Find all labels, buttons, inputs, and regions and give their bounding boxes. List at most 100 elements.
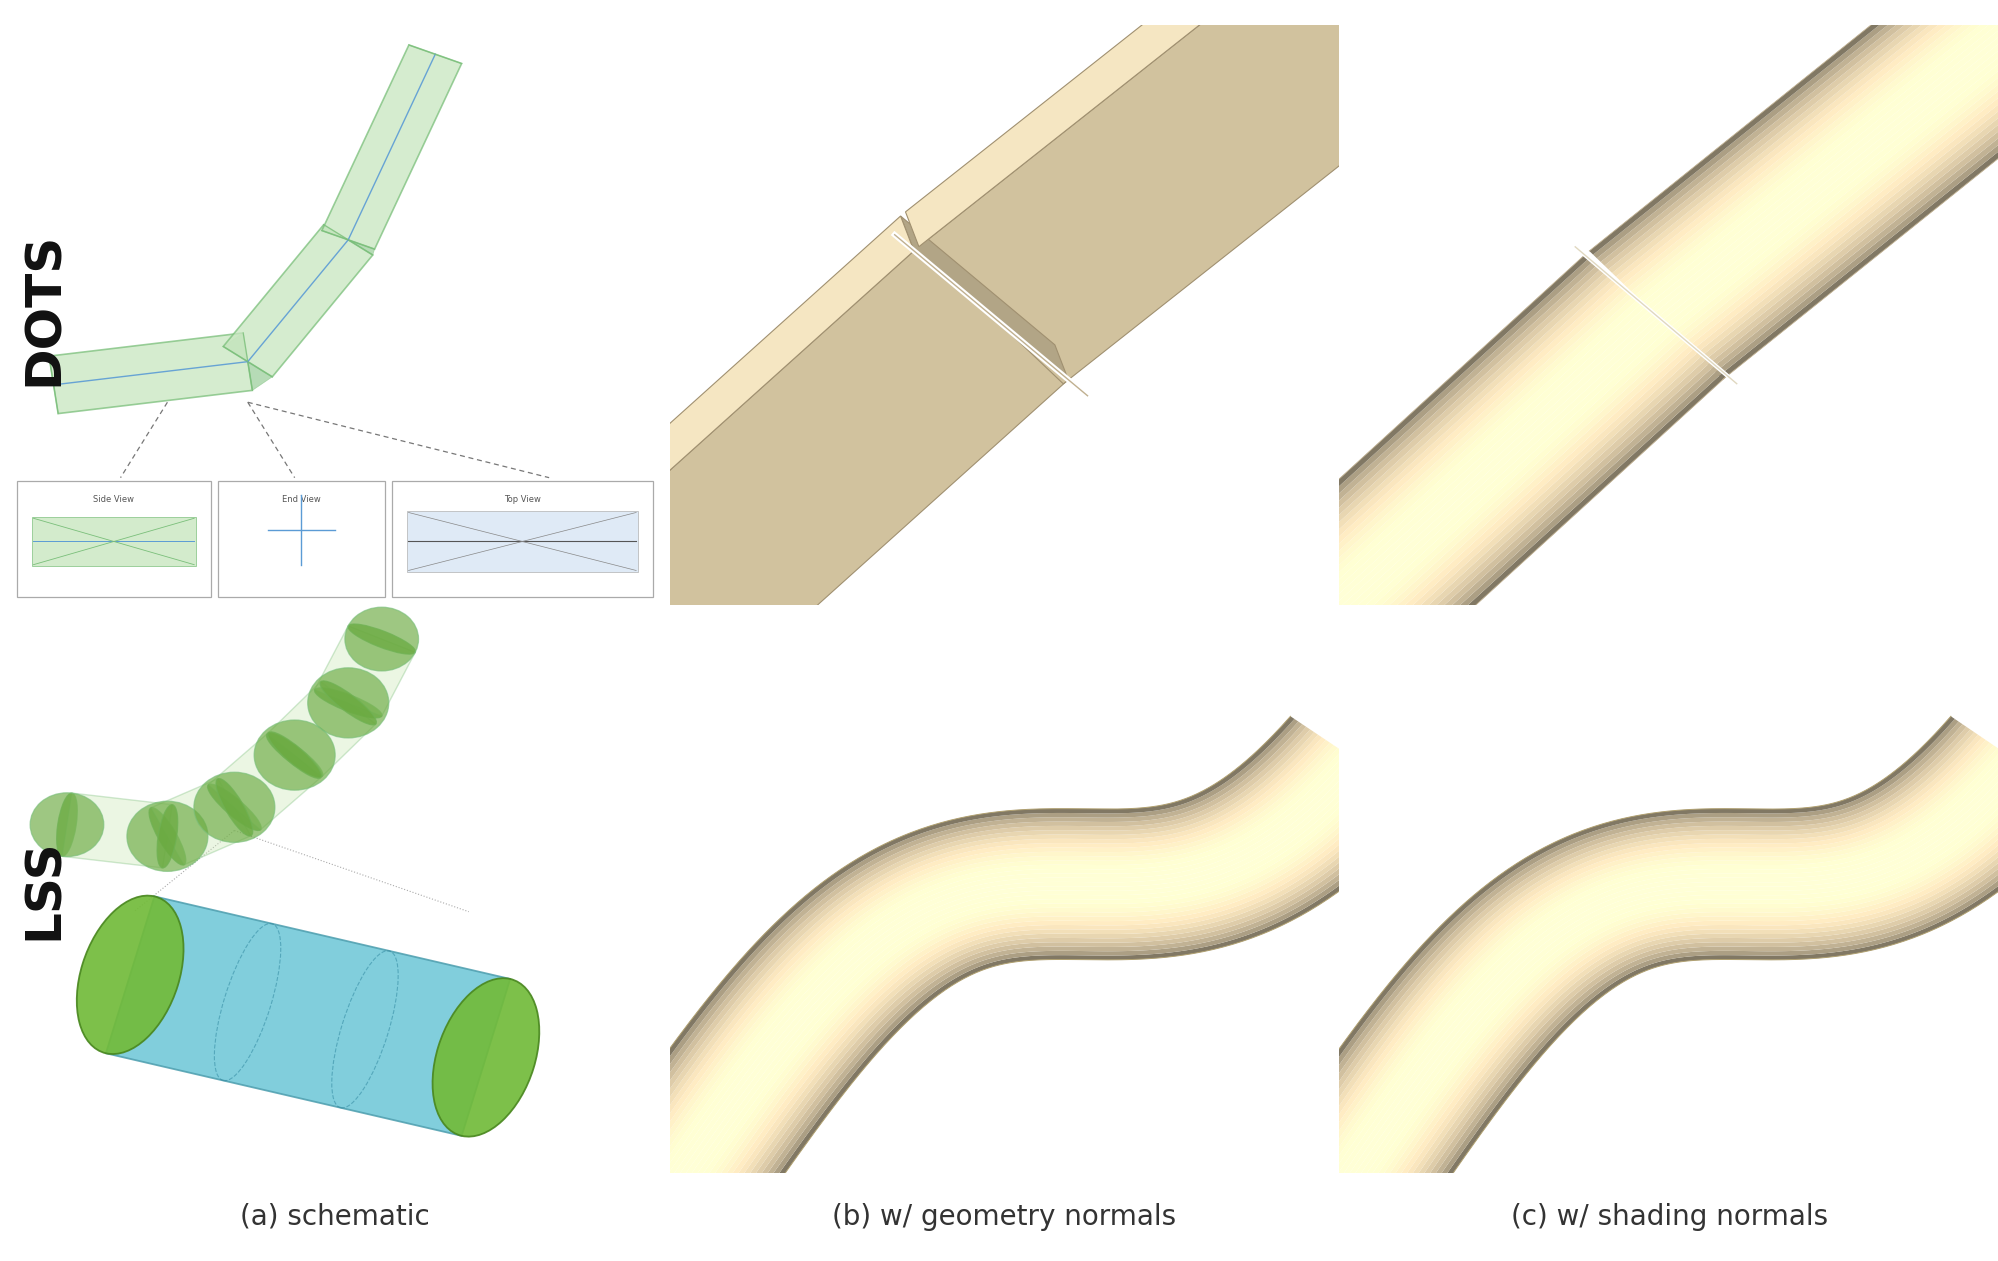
Polygon shape (1275, 289, 1628, 612)
Text: (c) w/ shading normals: (c) w/ shading normals (1510, 1203, 1826, 1231)
Polygon shape (1255, 272, 1608, 595)
Text: (a) schematic: (a) schematic (240, 1203, 430, 1231)
Polygon shape (725, 806, 1429, 1251)
Polygon shape (687, 782, 1393, 1229)
Polygon shape (1668, 26, 1998, 332)
Polygon shape (1664, 23, 1998, 328)
Polygon shape (675, 774, 1381, 1223)
Polygon shape (1299, 310, 1652, 633)
Polygon shape (1608, 0, 1988, 274)
Polygon shape (1287, 0, 1445, 82)
Polygon shape (1622, 0, 1998, 288)
Ellipse shape (150, 807, 186, 865)
Polygon shape (615, 738, 1325, 1192)
Polygon shape (591, 721, 1301, 1178)
Polygon shape (1652, 11, 1998, 317)
Polygon shape (1373, 372, 1726, 695)
Polygon shape (705, 793, 1409, 1240)
Polygon shape (1373, 793, 1998, 1240)
Polygon shape (1702, 59, 1998, 364)
Ellipse shape (76, 895, 184, 1054)
Polygon shape (1387, 801, 1998, 1246)
Polygon shape (1253, 716, 1954, 1173)
Polygon shape (1283, 735, 1980, 1189)
FancyBboxPatch shape (16, 480, 212, 596)
Polygon shape (152, 779, 250, 865)
Polygon shape (691, 784, 1397, 1232)
Text: End View: End View (282, 496, 320, 504)
Ellipse shape (126, 801, 208, 871)
Polygon shape (1291, 303, 1644, 625)
Polygon shape (1341, 344, 1694, 667)
Polygon shape (1353, 354, 1706, 677)
Ellipse shape (208, 784, 262, 831)
Polygon shape (1287, 300, 1640, 622)
FancyBboxPatch shape (408, 511, 637, 571)
Polygon shape (623, 743, 1333, 1195)
Ellipse shape (308, 668, 388, 738)
Polygon shape (1656, 15, 1998, 320)
Polygon shape (1267, 282, 1620, 605)
Ellipse shape (254, 720, 336, 791)
Ellipse shape (216, 778, 252, 836)
Polygon shape (1714, 71, 1998, 376)
Polygon shape (1361, 362, 1714, 685)
Ellipse shape (314, 687, 382, 718)
FancyBboxPatch shape (32, 517, 196, 566)
Polygon shape (559, 251, 1067, 699)
Ellipse shape (268, 731, 322, 778)
Polygon shape (1646, 5, 1998, 310)
Polygon shape (581, 716, 1295, 1173)
Polygon shape (1698, 55, 1998, 361)
Polygon shape (1271, 286, 1624, 608)
Polygon shape (50, 333, 252, 414)
Polygon shape (1610, 0, 1990, 276)
Polygon shape (1317, 324, 1670, 647)
Polygon shape (1710, 67, 1998, 372)
Polygon shape (1333, 338, 1686, 661)
Polygon shape (1265, 724, 1966, 1180)
Polygon shape (1353, 779, 1998, 1228)
Polygon shape (1299, 745, 1996, 1198)
Polygon shape (1315, 755, 1998, 1207)
Polygon shape (1395, 806, 1998, 1251)
Text: Side View: Side View (94, 496, 134, 504)
Polygon shape (1634, 0, 1998, 299)
Ellipse shape (348, 624, 416, 654)
Polygon shape (1259, 276, 1612, 598)
Polygon shape (1680, 38, 1998, 343)
Polygon shape (1630, 0, 1998, 295)
Ellipse shape (432, 979, 539, 1136)
Polygon shape (1239, 259, 1592, 581)
Polygon shape (713, 798, 1417, 1243)
Polygon shape (667, 769, 1373, 1218)
Polygon shape (1327, 764, 1998, 1214)
Polygon shape (1365, 787, 1998, 1235)
Polygon shape (603, 729, 1313, 1184)
Polygon shape (1309, 317, 1660, 639)
Polygon shape (1311, 753, 1998, 1204)
Polygon shape (641, 753, 1349, 1204)
Ellipse shape (346, 607, 418, 671)
Polygon shape (1650, 8, 1998, 314)
Text: DOTS: DOTS (20, 232, 68, 386)
Polygon shape (224, 333, 272, 391)
Polygon shape (1279, 293, 1632, 615)
Polygon shape (683, 779, 1389, 1228)
Polygon shape (1604, 0, 1984, 270)
Polygon shape (208, 733, 320, 830)
Polygon shape (1319, 758, 1998, 1209)
FancyBboxPatch shape (218, 480, 386, 596)
Polygon shape (1283, 296, 1636, 619)
Polygon shape (633, 748, 1341, 1200)
Polygon shape (637, 750, 1345, 1203)
Ellipse shape (30, 793, 104, 856)
Polygon shape (1277, 733, 1978, 1187)
Polygon shape (611, 735, 1321, 1189)
Polygon shape (62, 793, 172, 868)
Text: LSS: LSS (20, 839, 68, 939)
Ellipse shape (56, 793, 78, 856)
Polygon shape (545, 216, 913, 570)
Polygon shape (657, 764, 1365, 1214)
Polygon shape (679, 777, 1385, 1226)
